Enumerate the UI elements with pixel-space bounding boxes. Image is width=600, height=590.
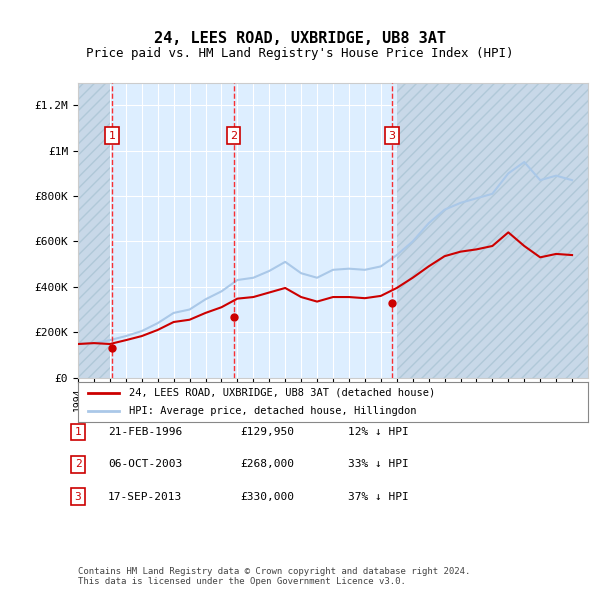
Text: £268,000: £268,000 [240, 460, 294, 469]
Bar [78, 83, 110, 378]
Text: 1: 1 [109, 131, 115, 140]
Text: 24, LEES ROAD, UXBRIDGE, UB8 3AT (detached house): 24, LEES ROAD, UXBRIDGE, UB8 3AT (detach… [129, 388, 435, 398]
Text: 33% ↓ HPI: 33% ↓ HPI [348, 460, 409, 469]
Text: 2: 2 [74, 460, 82, 469]
Text: 3: 3 [74, 492, 82, 502]
Text: This data is licensed under the Open Government Licence v3.0.: This data is licensed under the Open Gov… [78, 576, 406, 586]
Text: 17-SEP-2013: 17-SEP-2013 [108, 492, 182, 502]
Text: 3: 3 [389, 131, 395, 140]
Text: 37% ↓ HPI: 37% ↓ HPI [348, 492, 409, 502]
Text: 06-OCT-2003: 06-OCT-2003 [108, 460, 182, 469]
Text: Price paid vs. HM Land Registry's House Price Index (HPI): Price paid vs. HM Land Registry's House … [86, 47, 514, 60]
Bar [397, 83, 588, 378]
Text: HPI: Average price, detached house, Hillingdon: HPI: Average price, detached house, Hill… [129, 405, 416, 415]
Text: Contains HM Land Registry data © Crown copyright and database right 2024.: Contains HM Land Registry data © Crown c… [78, 566, 470, 576]
Text: £330,000: £330,000 [240, 492, 294, 502]
Text: 24, LEES ROAD, UXBRIDGE, UB8 3AT: 24, LEES ROAD, UXBRIDGE, UB8 3AT [154, 31, 446, 46]
Text: 12% ↓ HPI: 12% ↓ HPI [348, 427, 409, 437]
Text: 21-FEB-1996: 21-FEB-1996 [108, 427, 182, 437]
Text: £129,950: £129,950 [240, 427, 294, 437]
Text: 1: 1 [74, 427, 82, 437]
Text: 2: 2 [230, 131, 237, 140]
